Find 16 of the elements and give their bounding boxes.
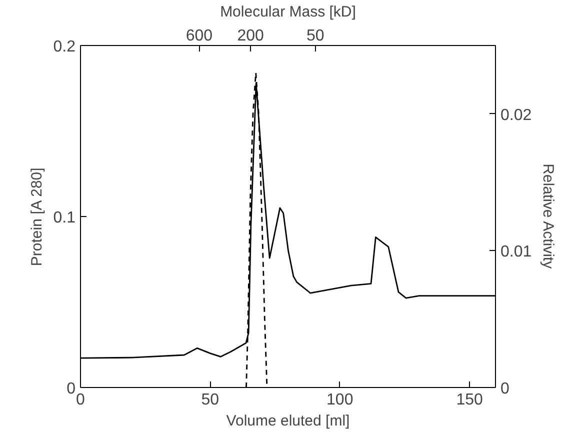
y-tick-label: 0.1 [53, 210, 76, 226]
x-tick-label: 50 [201, 392, 220, 408]
x-axis-title: Volume eluted [ml] [226, 412, 350, 430]
x2-tick-label: 600 [186, 28, 213, 44]
y-axis-title: Protein [A 280] [28, 168, 46, 266]
y2-tick-label: 0.01 [500, 244, 532, 261]
x-tick-label: 150 [456, 392, 484, 408]
y2-tick-label: 0.02 [500, 106, 532, 124]
x2-tick-label: 50 [306, 28, 324, 44]
x2-axis-title: Molecular Mass [kD] [220, 4, 356, 20]
y-tick-label: 0 [66, 380, 76, 398]
x-tick-label: 100 [326, 392, 354, 408]
y-tick-label: 0.2 [53, 38, 76, 56]
x2-tick-label: 200 [237, 28, 264, 44]
y2-tick-label: 0 [500, 380, 510, 398]
y2-axis-title: Relative Activity [540, 164, 557, 270]
